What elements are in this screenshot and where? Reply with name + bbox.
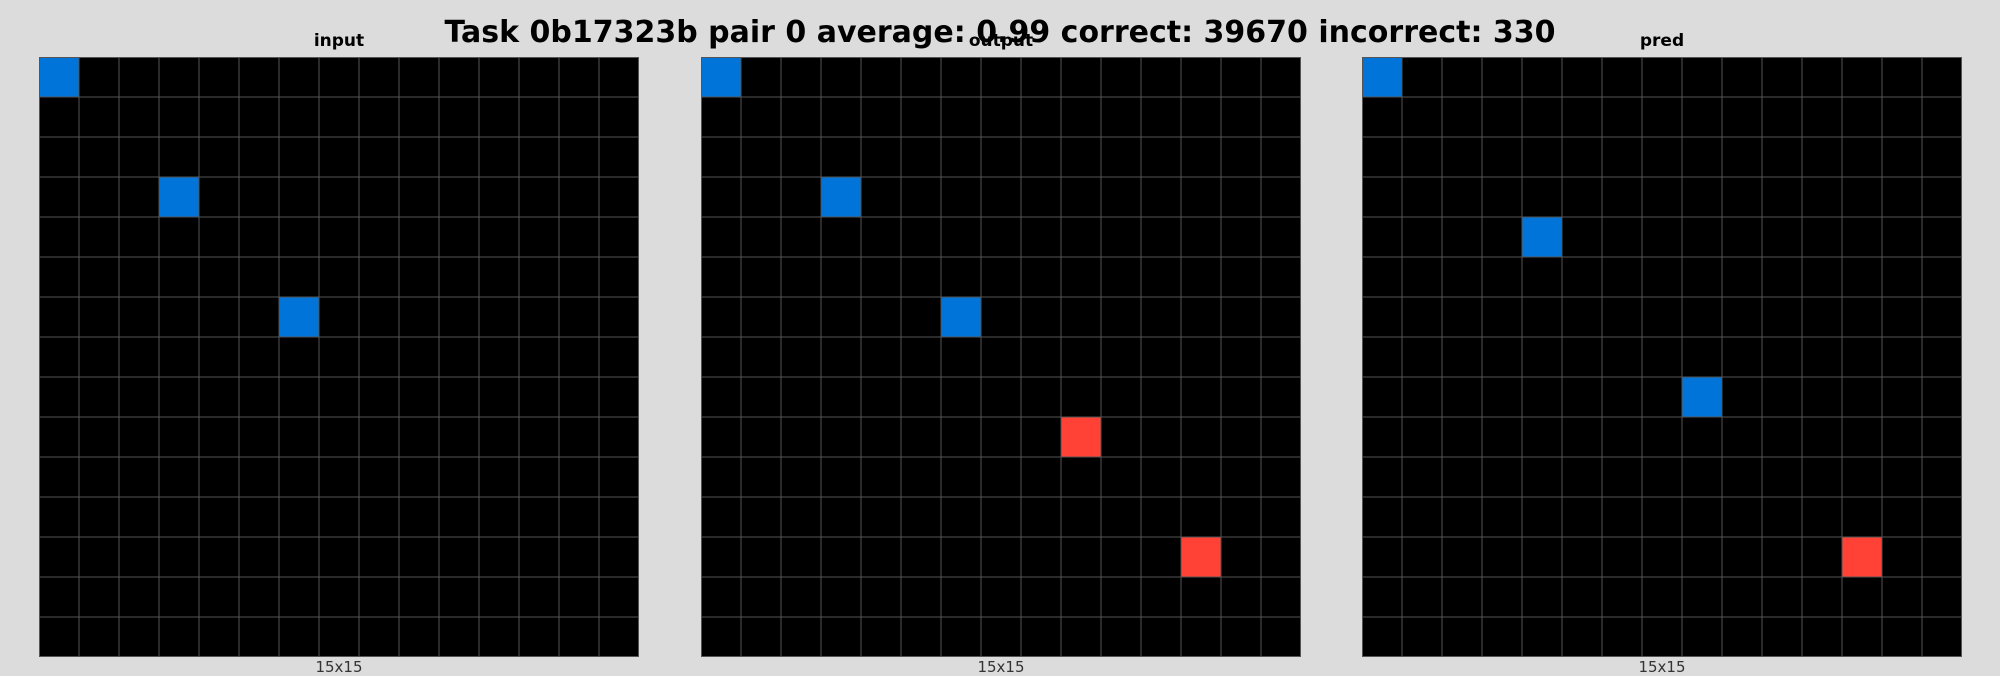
red-cell xyxy=(1061,417,1101,457)
blue-cell xyxy=(159,177,199,217)
size-label-input: 15x15 xyxy=(315,658,363,676)
input-grid xyxy=(39,57,639,657)
red-cell xyxy=(1842,537,1882,577)
main-title: Task 0b17323b pair 0 average: 0.99 corre… xyxy=(444,15,1556,50)
blue-cell xyxy=(701,57,741,97)
output-grid xyxy=(701,57,1301,657)
size-label-pred: 15x15 xyxy=(1638,658,1686,676)
panel-pred: pred 15x15 xyxy=(1362,0,1962,675)
panel-input: input 15x15 xyxy=(39,0,639,675)
panel-title-output: output xyxy=(968,31,1034,51)
blue-cell xyxy=(279,297,319,337)
panel-output: output 15x15 xyxy=(701,0,1301,675)
grid-background xyxy=(39,57,639,657)
size-label-output: 15x15 xyxy=(977,658,1025,676)
panel-title-pred: pred xyxy=(1639,31,1685,51)
blue-cell xyxy=(39,57,79,97)
blue-cell xyxy=(1522,217,1562,257)
red-cell xyxy=(1181,537,1221,577)
blue-cell xyxy=(821,177,861,217)
panel-title-input: input xyxy=(313,31,365,51)
pred-grid xyxy=(1362,57,1962,657)
blue-cell xyxy=(1682,377,1722,417)
blue-cell xyxy=(1362,57,1402,97)
blue-cell xyxy=(941,297,981,337)
